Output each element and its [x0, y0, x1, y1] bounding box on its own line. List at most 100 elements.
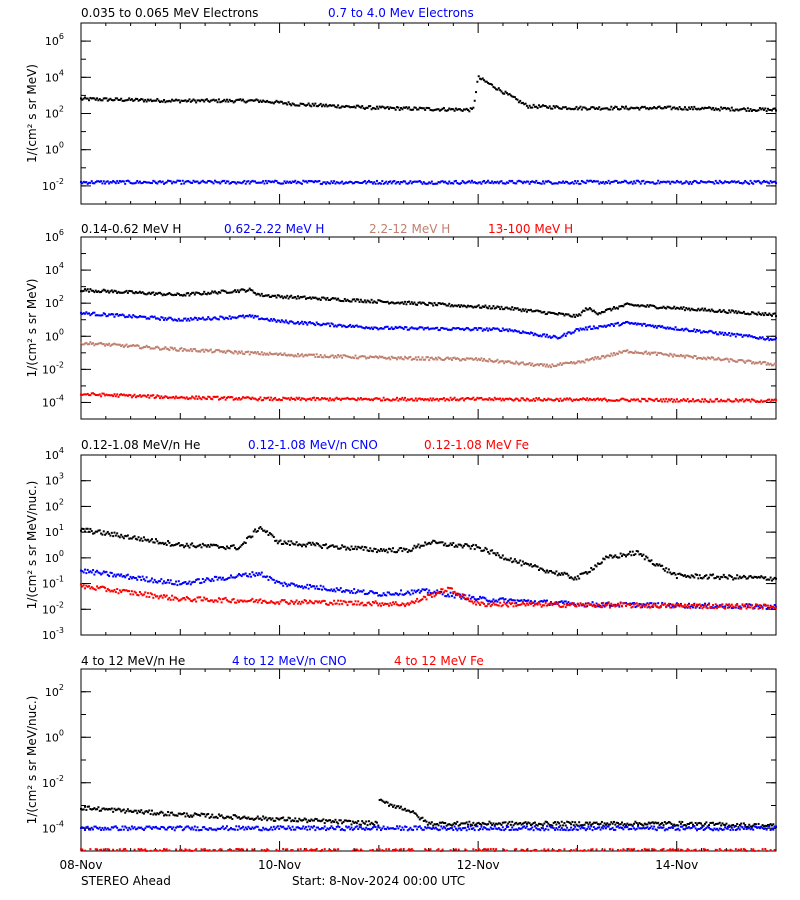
data-point [116, 180, 119, 183]
y-tick-label: 101 [45, 523, 64, 539]
data-point [483, 79, 486, 82]
data-point [655, 563, 658, 566]
data-point [335, 298, 338, 301]
data-point [410, 600, 413, 603]
data-point [445, 327, 448, 330]
data-point [683, 606, 686, 609]
data-point [331, 354, 334, 357]
data-point [716, 607, 719, 610]
data-point [141, 594, 144, 597]
data-point [322, 397, 325, 400]
data-point [392, 180, 395, 183]
data-point [338, 547, 341, 550]
data-point [602, 107, 605, 110]
data-point [705, 107, 708, 110]
data-point [164, 317, 167, 320]
data-point [558, 107, 561, 110]
data-point [516, 362, 519, 365]
data-point [247, 350, 250, 353]
data-point [331, 104, 334, 107]
data-point [575, 105, 578, 108]
data-point [118, 536, 121, 539]
data-point [393, 302, 396, 305]
data-point [471, 107, 474, 110]
data-point [679, 604, 682, 607]
data-point [705, 330, 708, 333]
data-point [346, 355, 349, 358]
data-point [163, 396, 166, 399]
data-point [592, 325, 595, 328]
data-point [146, 317, 149, 320]
data-point [548, 364, 551, 367]
data-point [177, 349, 180, 352]
data-point [740, 606, 743, 609]
data-point [579, 361, 582, 364]
data-point [698, 400, 701, 403]
data-point [436, 304, 439, 307]
data-point [667, 398, 670, 401]
data-point [449, 328, 452, 331]
data-point [491, 603, 494, 606]
data-point [694, 107, 697, 110]
data-point [683, 574, 686, 577]
data-point [93, 532, 96, 535]
data-point [758, 360, 761, 363]
data-point [334, 397, 337, 400]
data-point [422, 588, 425, 591]
data-point [89, 587, 92, 590]
data-point [449, 396, 452, 399]
data-point [548, 570, 551, 573]
data-point [300, 296, 303, 299]
data-point [544, 335, 547, 338]
data-point [444, 589, 447, 592]
data-point [566, 313, 569, 316]
data-point [201, 348, 204, 351]
data-point [606, 603, 609, 606]
data-point [318, 180, 321, 183]
data-point [500, 556, 503, 559]
data-point [670, 573, 673, 576]
data-point [211, 398, 214, 401]
data-point [172, 395, 175, 398]
data-point [400, 106, 403, 109]
data-point [392, 601, 395, 604]
data-point [209, 318, 212, 321]
data-point [298, 543, 301, 546]
data-point [452, 397, 455, 400]
data-point [608, 108, 611, 111]
data-point [193, 580, 196, 583]
data-point [748, 334, 751, 337]
data-point [567, 331, 570, 334]
data-point [515, 601, 518, 604]
data-point [714, 603, 717, 606]
data-point [493, 86, 496, 89]
data-point [192, 179, 195, 182]
data-point [101, 314, 104, 317]
data-point [511, 329, 514, 332]
data-point [154, 580, 157, 583]
data-point [224, 316, 227, 319]
data-point [515, 560, 518, 563]
data-point [519, 331, 522, 334]
data-point [201, 99, 204, 102]
data-point [113, 180, 116, 183]
data-point [528, 309, 531, 312]
data-point [499, 180, 502, 183]
data-point [496, 604, 499, 607]
data-point [221, 316, 224, 319]
data-point [374, 397, 377, 400]
data-point [94, 289, 97, 292]
data-point [741, 359, 744, 362]
data-point [473, 597, 476, 600]
data-point [385, 602, 388, 605]
data-point [402, 603, 405, 606]
data-point [418, 546, 421, 549]
data-point [461, 179, 464, 182]
data-point [626, 399, 629, 402]
data-point [396, 301, 399, 304]
data-point [428, 541, 431, 544]
data-point [483, 602, 486, 605]
data-point [270, 181, 273, 184]
data-point [594, 311, 597, 314]
